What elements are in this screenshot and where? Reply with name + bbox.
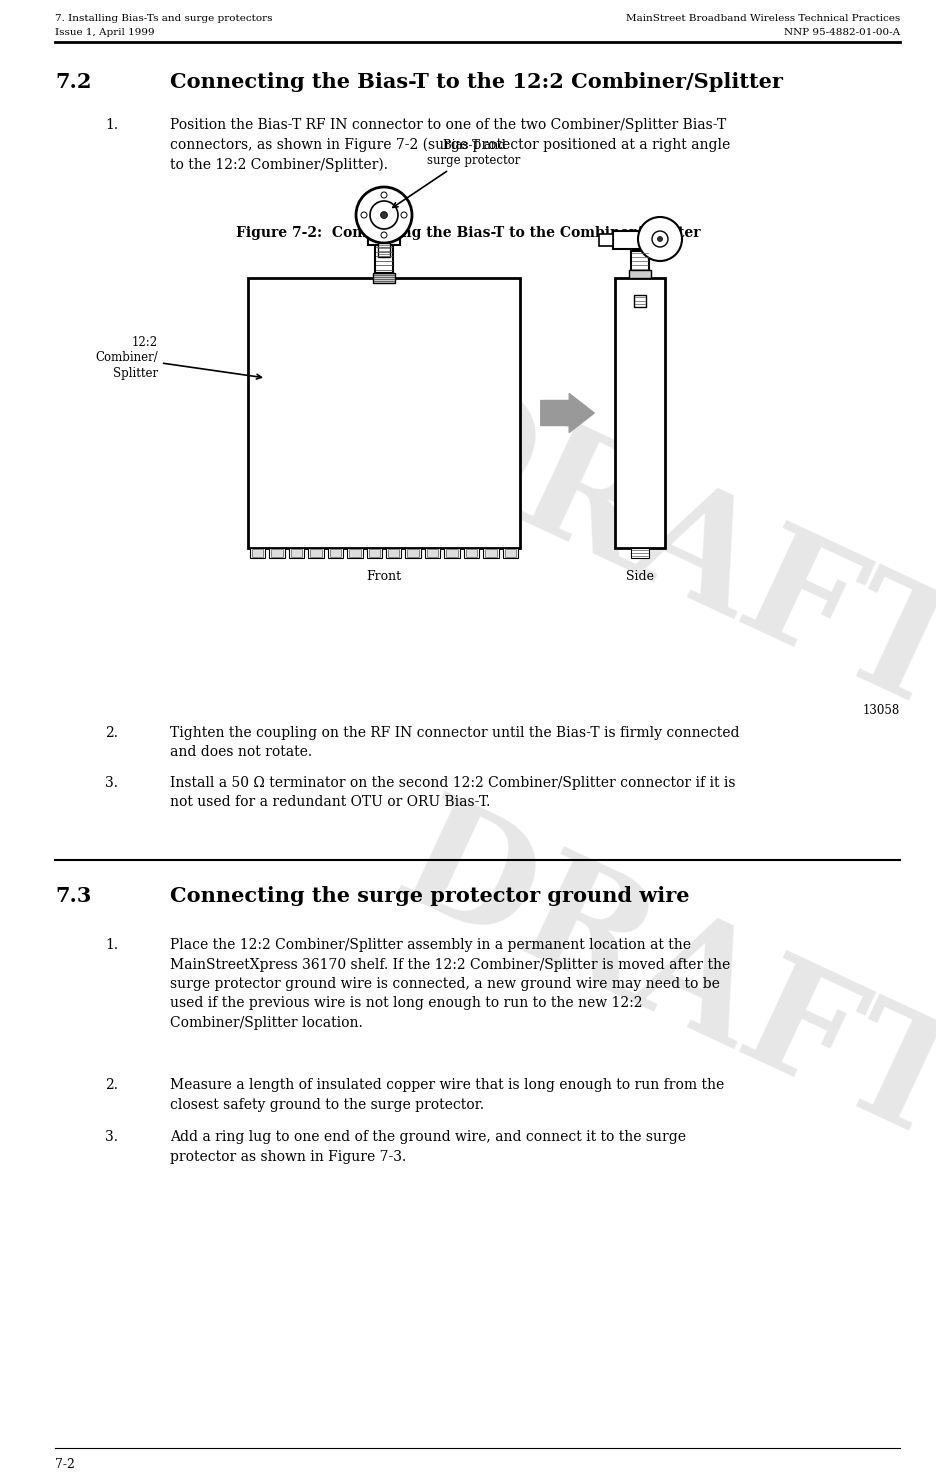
Bar — [466, 549, 477, 556]
Bar — [463, 548, 479, 558]
Text: Add a ring lug to one end of the ground wire, and connect it to the surge
protec: Add a ring lug to one end of the ground … — [170, 1131, 686, 1163]
Text: 3.: 3. — [105, 776, 118, 790]
Bar — [407, 549, 418, 556]
Bar — [308, 548, 324, 558]
Bar — [375, 245, 393, 273]
Text: 2.: 2. — [105, 726, 118, 739]
Bar — [599, 235, 613, 246]
Bar — [270, 548, 285, 558]
Circle shape — [401, 213, 407, 218]
Text: DRAFT: DRAFT — [376, 356, 936, 744]
FancyArrowPatch shape — [541, 394, 594, 432]
Bar — [386, 548, 402, 558]
Text: Figure 7-2:  Connecting the Bias-T to the Combiner/Splitter: Figure 7-2: Connecting the Bias-T to the… — [236, 226, 700, 241]
Circle shape — [381, 211, 388, 218]
Bar — [378, 244, 390, 257]
Bar — [250, 548, 266, 558]
Text: Tighten the coupling on the RF IN connector until the Bias-T is firmly connected: Tighten the coupling on the RF IN connec… — [170, 726, 739, 760]
Bar — [388, 549, 400, 556]
Text: 13058: 13058 — [863, 704, 900, 717]
Bar — [445, 548, 460, 558]
Bar — [615, 277, 665, 548]
Text: 1.: 1. — [105, 118, 118, 131]
Text: Install a 50 Ω terminator on the second 12:2 Combiner/Splitter connector if it i: Install a 50 Ω terminator on the second … — [170, 776, 736, 809]
Circle shape — [381, 232, 387, 238]
Text: Side: Side — [626, 570, 654, 583]
Circle shape — [356, 187, 412, 244]
Text: 7-2: 7-2 — [55, 1458, 75, 1472]
Bar — [329, 549, 341, 556]
Bar — [631, 548, 649, 558]
Text: 2.: 2. — [105, 1077, 118, 1092]
Text: 1.: 1. — [105, 939, 118, 952]
Text: 7.3: 7.3 — [55, 886, 92, 906]
Text: Issue 1, April 1999: Issue 1, April 1999 — [55, 28, 154, 37]
Circle shape — [370, 201, 398, 229]
Circle shape — [652, 232, 668, 246]
Bar — [367, 548, 382, 558]
Text: 7. Installing Bias-Ts and surge protectors: 7. Installing Bias-Ts and surge protecto… — [55, 13, 272, 24]
Text: 12:2
Combiner/
Splitter: 12:2 Combiner/ Splitter — [95, 337, 261, 379]
Bar — [505, 549, 516, 556]
Bar — [369, 549, 380, 556]
Bar — [405, 548, 421, 558]
Bar — [503, 548, 518, 558]
Text: Bias-T and
surge protector: Bias-T and surge protector — [393, 139, 520, 208]
Text: 3.: 3. — [105, 1131, 118, 1144]
Bar — [349, 549, 360, 556]
Bar — [425, 548, 440, 558]
Bar — [427, 549, 438, 556]
Circle shape — [361, 213, 367, 218]
Bar — [446, 549, 458, 556]
Bar — [631, 251, 649, 273]
Bar — [289, 548, 304, 558]
Text: DRAFT: DRAFT — [376, 785, 936, 1175]
Bar — [311, 549, 322, 556]
Text: Connecting the surge protector ground wire: Connecting the surge protector ground wi… — [170, 886, 690, 906]
Bar — [613, 232, 678, 249]
Bar — [248, 277, 520, 548]
Circle shape — [638, 217, 682, 261]
Bar — [271, 549, 283, 556]
Text: Place the 12:2 Combiner/Splitter assembly in a permanent location at the
MainStr: Place the 12:2 Combiner/Splitter assembl… — [170, 939, 730, 1030]
Bar — [483, 548, 499, 558]
Text: 7.2: 7.2 — [55, 72, 92, 92]
Bar — [291, 549, 302, 556]
Bar — [629, 270, 651, 277]
Text: MainStreet Broadband Wireless Technical Practices: MainStreet Broadband Wireless Technical … — [626, 13, 900, 24]
Text: Position the Bias-T RF IN connector to one of the two Combiner/Splitter Bias-T
c: Position the Bias-T RF IN connector to o… — [170, 118, 730, 173]
Bar — [634, 295, 646, 307]
Text: NNP 95-4882-01-00-A: NNP 95-4882-01-00-A — [783, 28, 900, 37]
Text: Measure a length of insulated copper wire that is long enough to run from the
cl: Measure a length of insulated copper wir… — [170, 1077, 724, 1111]
Bar — [368, 232, 400, 245]
Bar — [347, 548, 362, 558]
Text: Front: Front — [366, 570, 402, 583]
Bar — [328, 548, 344, 558]
Circle shape — [381, 192, 387, 198]
Bar — [373, 273, 395, 283]
Circle shape — [657, 236, 663, 242]
Bar — [485, 549, 497, 556]
Bar — [252, 549, 263, 556]
Text: Connecting the Bias-T to the 12:2 Combiner/Splitter: Connecting the Bias-T to the 12:2 Combin… — [170, 72, 782, 92]
